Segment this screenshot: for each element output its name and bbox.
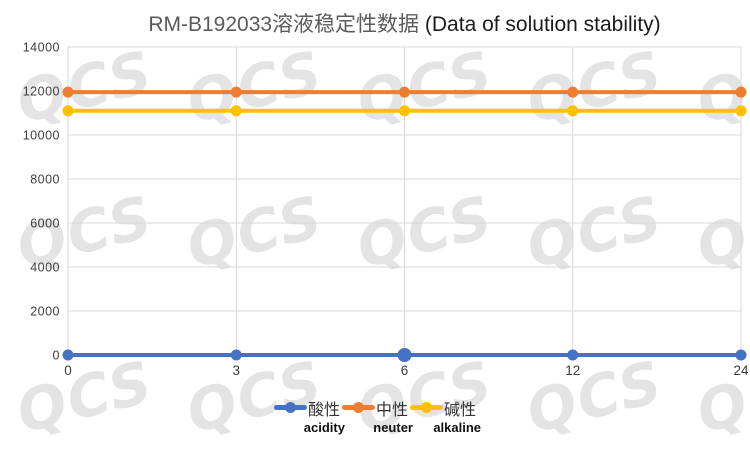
legend-marker-dot (284, 402, 296, 413)
legend-item-alkaline: 碱性 alkaline (410, 398, 481, 435)
svg-text:6: 6 (401, 363, 409, 378)
legend-marker-alkaline (410, 402, 443, 413)
legend-label-cn-acidity: 酸性 (307, 401, 340, 419)
svg-text:12000: 12000 (23, 85, 60, 99)
legend-marker-neuter (341, 402, 375, 413)
legend-label-cn-neuter: 中性 (375, 401, 408, 419)
chart-title-cn: RM-B192033溶液稳定性数据 (148, 13, 420, 36)
legend-item-neuter: 中性 neuter (341, 398, 413, 435)
legend-label-cn-alkaline: 碱性 (444, 401, 477, 419)
svg-text:0: 0 (64, 363, 72, 378)
svg-text:0: 0 (53, 349, 60, 363)
legend-label-en-neuter: neuter (373, 420, 413, 435)
svg-text:2000: 2000 (30, 305, 60, 319)
svg-text:4000: 4000 (30, 261, 60, 275)
legend-label-en-acidity: acidity (303, 420, 345, 435)
chart-title: RM-B192033溶液稳定性数据 (Data of solution stab… (68, 12, 741, 38)
svg-text:14000: 14000 (23, 41, 60, 55)
svg-text:24: 24 (733, 363, 749, 378)
svg-text:3: 3 (232, 363, 240, 378)
legend-label-en-alkaline: alkaline (433, 420, 482, 435)
legend-marker-dot (352, 402, 364, 413)
legend-item-acidity: 酸性 acidity (273, 398, 345, 435)
svg-text:8000: 8000 (30, 173, 60, 187)
svg-text:12: 12 (565, 363, 580, 378)
svg-text:10000: 10000 (23, 129, 60, 143)
legend-marker-acidity (273, 402, 307, 413)
legend-marker-dot (421, 402, 432, 413)
chart-legend: 酸性 acidity 中性 neuter 碱性 alkaline (0, 398, 750, 435)
chart-title-en: (Data of solution stability) (419, 13, 661, 36)
svg-text:6000: 6000 (30, 217, 60, 231)
